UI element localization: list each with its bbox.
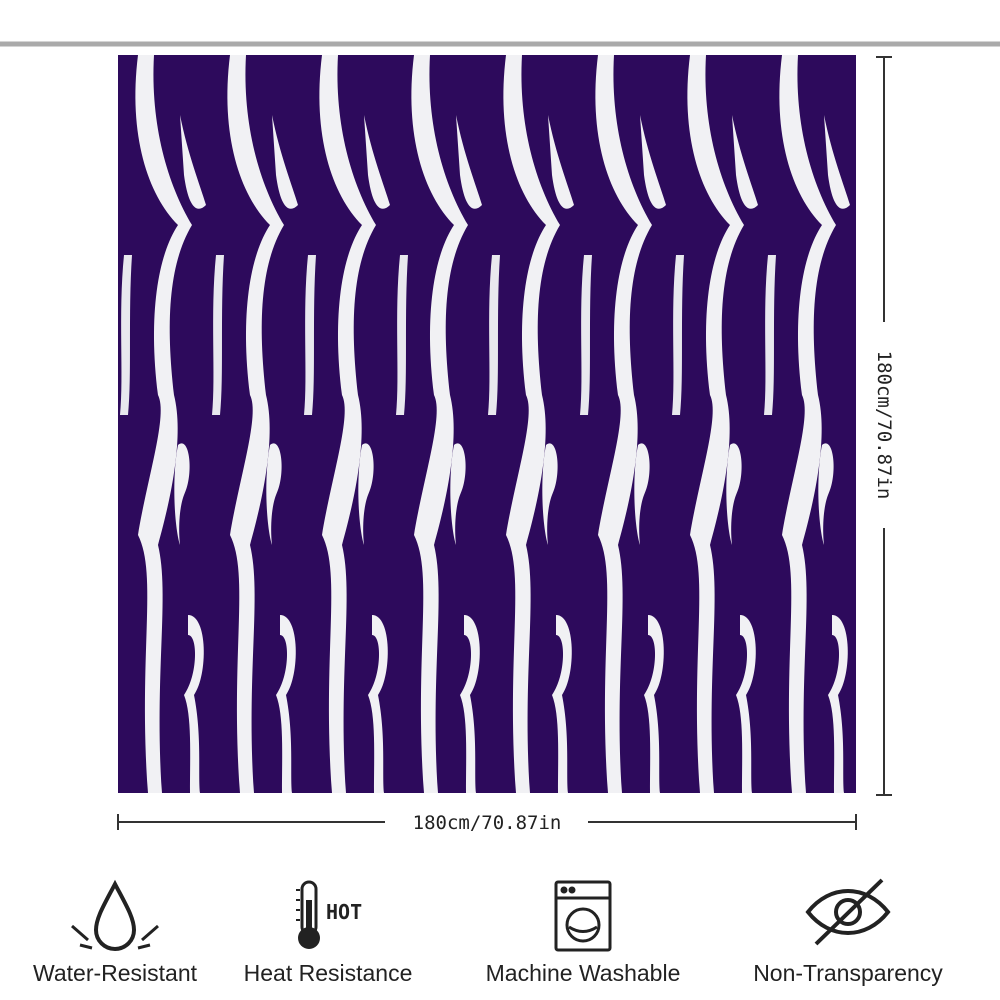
feature-label: Non-Transparency <box>753 960 943 986</box>
hot-text: HOT <box>326 900 362 924</box>
eye-icon <box>805 878 891 946</box>
curtain <box>118 55 856 793</box>
width-dimension <box>117 814 857 830</box>
water-icon <box>71 879 159 951</box>
height-dimension <box>876 56 892 796</box>
feature-label: Water-Resistant <box>33 960 198 986</box>
width-label: 180cm/70.87in <box>413 812 562 834</box>
height-label: 180cm/70.87in <box>873 351 895 500</box>
thermometer-icon <box>296 880 320 949</box>
washer-icon <box>554 880 612 952</box>
feature-label: Machine Washable <box>486 960 681 986</box>
feature-label: Heat Resistance <box>244 960 413 986</box>
